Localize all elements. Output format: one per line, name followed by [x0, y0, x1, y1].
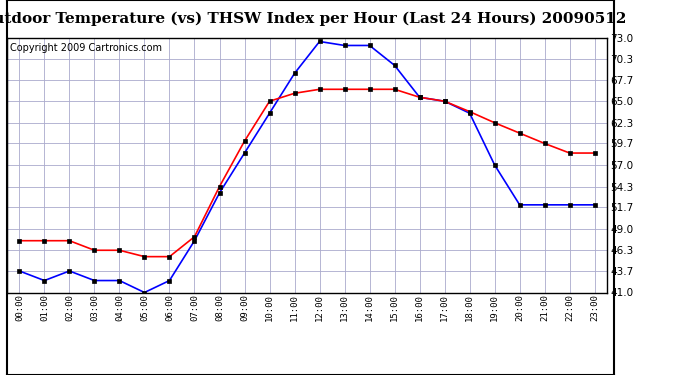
Text: Outdoor Temperature (vs) THSW Index per Hour (Last 24 Hours) 20090512: Outdoor Temperature (vs) THSW Index per …	[0, 11, 627, 26]
Text: Copyright 2009 Cartronics.com: Copyright 2009 Cartronics.com	[10, 43, 162, 52]
